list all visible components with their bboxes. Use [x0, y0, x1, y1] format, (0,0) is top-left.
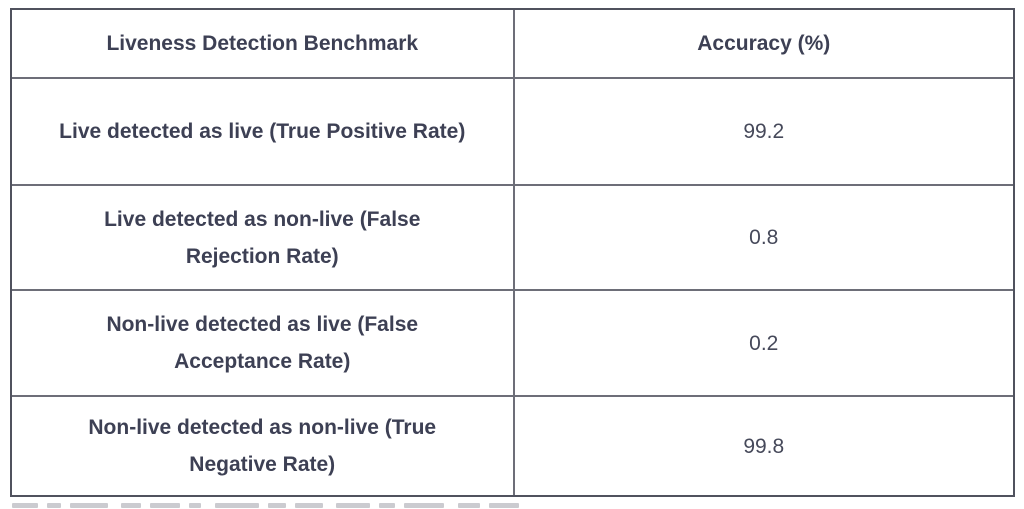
table-row-label-false-acceptance: Non-live detected as live (False Accepta… — [12, 289, 513, 395]
table-row-label-true-positive: Live detected as live (True Positive Rat… — [12, 77, 513, 184]
table-row-value-false-rejection: 0.8 — [512, 184, 1013, 289]
table-row-label-true-negative: Non-live detected as non-live (True Nega… — [12, 395, 513, 495]
table-header-accuracy: Accuracy (%) — [512, 10, 1013, 77]
table-row-value-false-acceptance: 0.2 — [512, 289, 1013, 395]
table-row-value-true-negative: 99.8 — [512, 395, 1013, 495]
table-row-value-true-positive: 99.2 — [512, 77, 1013, 184]
table-row-label-false-rejection: Live detected as non-live (False Rejecti… — [12, 184, 513, 289]
liveness-benchmark-table: Liveness Detection Benchmark Accuracy (%… — [10, 8, 1015, 497]
cropped-caption-fragment — [12, 503, 652, 509]
table-header-metric: Liveness Detection Benchmark — [12, 10, 513, 77]
